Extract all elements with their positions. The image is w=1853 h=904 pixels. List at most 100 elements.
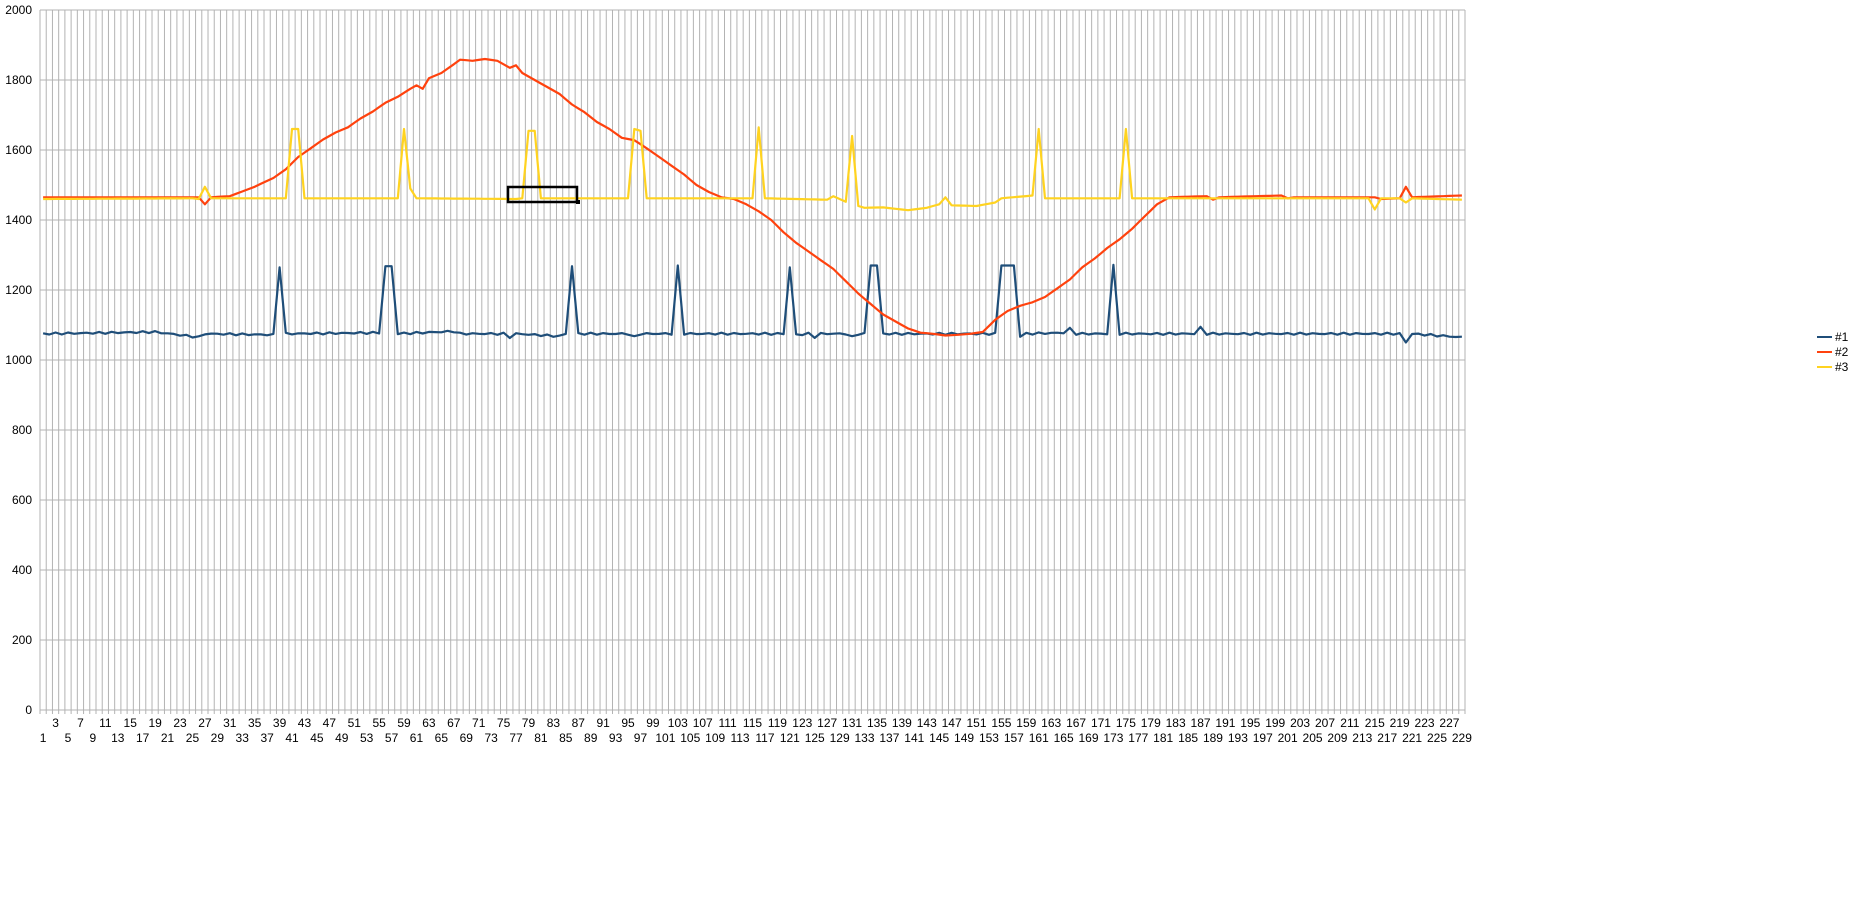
y-tick-label: 400	[12, 563, 32, 577]
x-tick-label: 113	[730, 731, 749, 745]
x-tick-label: 193	[1228, 731, 1248, 745]
x-tick-label: 147	[942, 716, 962, 730]
x-tick-label: 215	[1365, 716, 1385, 730]
x-tick-label: 107	[693, 716, 713, 730]
x-tick-label: 201	[1278, 731, 1298, 745]
x-tick-label: 19	[148, 716, 162, 730]
x-tick-label: 103	[668, 716, 688, 730]
x-tick-label: 189	[1203, 731, 1223, 745]
x-tick-label: 127	[817, 716, 837, 730]
x-tick-label: 7	[77, 716, 84, 730]
x-tick-label: 165	[1054, 731, 1074, 745]
y-tick-label: 200	[12, 633, 32, 647]
x-tick-label: 37	[260, 731, 274, 745]
x-tick-label: 13	[111, 731, 125, 745]
x-tick-label: 217	[1377, 731, 1397, 745]
legend-label-1: #1	[1835, 330, 1849, 344]
x-tick-label: 51	[348, 716, 362, 730]
x-tick-label: 15	[124, 716, 138, 730]
x-tick-label: 149	[954, 731, 974, 745]
x-tick-label: 31	[223, 716, 237, 730]
x-tick-label: 145	[929, 731, 949, 745]
selection-box[interactable]	[506, 185, 580, 204]
x-tick-label: 211	[1340, 716, 1359, 730]
x-tick-label: 141	[904, 731, 924, 745]
x-tick-label: 135	[867, 716, 887, 730]
x-tick-label: 91	[596, 716, 610, 730]
x-tick-label: 71	[472, 716, 486, 730]
x-tick-label: 183	[1166, 716, 1186, 730]
x-tick-label: 167	[1066, 716, 1086, 730]
x-tick-label: 77	[509, 731, 523, 745]
x-tick-label: 87	[572, 716, 586, 730]
x-tick-label: 169	[1079, 731, 1099, 745]
x-tick-label: 27	[198, 716, 212, 730]
x-tick-label: 205	[1303, 731, 1323, 745]
legend-label-2: #2	[1835, 345, 1849, 359]
x-tick-label: 21	[161, 731, 175, 745]
x-tick-label: 143	[917, 716, 937, 730]
x-tick-label: 35	[248, 716, 262, 730]
y-tick-label: 1600	[5, 143, 32, 157]
x-tick-label: 163	[1041, 716, 1061, 730]
x-tick-label: 187	[1191, 716, 1211, 730]
horizontal-gridlines	[40, 9, 1465, 711]
x-tick-label: 11	[99, 716, 112, 730]
x-tick-label: 9	[90, 731, 97, 745]
x-tick-label: 105	[680, 731, 700, 745]
x-tick-label: 81	[534, 731, 548, 745]
x-tick-label: 219	[1390, 716, 1410, 730]
x-tick-label: 61	[410, 731, 424, 745]
x-tick-label: 125	[805, 731, 825, 745]
x-tick-label: 227	[1439, 716, 1459, 730]
series-line-1	[42, 263, 1462, 344]
y-tick-label: 1000	[5, 353, 32, 367]
x-tick-label: 73	[484, 731, 498, 745]
x-tick-label: 39	[273, 716, 287, 730]
x-axis-tick-labels: 1357911131517192123252729313335373941434…	[40, 716, 1472, 745]
x-tick-label: 185	[1178, 731, 1198, 745]
x-tick-label: 177	[1128, 731, 1148, 745]
x-tick-label: 137	[879, 731, 899, 745]
x-tick-label: 55	[372, 716, 386, 730]
x-tick-label: 119	[768, 716, 787, 730]
x-tick-label: 23	[173, 716, 187, 730]
x-tick-label: 195	[1240, 716, 1260, 730]
x-tick-label: 181	[1153, 731, 1173, 745]
x-tick-label: 63	[422, 716, 436, 730]
x-tick-label: 93	[609, 731, 623, 745]
x-tick-label: 29	[211, 731, 225, 745]
x-tick-label: 209	[1327, 731, 1347, 745]
x-tick-label: 117	[755, 731, 774, 745]
x-tick-label: 153	[979, 731, 999, 745]
x-tick-label: 45	[310, 731, 324, 745]
y-axis-tick-labels: 0 200 400 600 800 1000 1200 1400 1600 1800 2000	[5, 3, 32, 717]
x-tick-label: 111	[718, 716, 737, 730]
x-tick-label: 67	[447, 716, 461, 730]
x-tick-label: 17	[136, 731, 150, 745]
y-tick-label: 0	[25, 703, 32, 717]
y-tick-label: 600	[12, 493, 32, 507]
x-tick-label: 151	[967, 716, 987, 730]
x-tick-label: 131	[842, 716, 862, 730]
series-line-3	[43, 126, 1462, 212]
x-tick-label: 139	[892, 716, 912, 730]
x-tick-label: 129	[830, 731, 850, 745]
x-tick-label: 53	[360, 731, 374, 745]
series-line-2	[43, 57, 1462, 337]
x-tick-label: 199	[1265, 716, 1285, 730]
y-tick-label: 800	[12, 423, 32, 437]
x-tick-label: 223	[1415, 716, 1435, 730]
x-tick-label: 65	[435, 731, 449, 745]
y-tick-label: 1400	[5, 213, 32, 227]
series-lines	[42, 57, 1462, 344]
x-tick-label: 47	[323, 716, 337, 730]
x-tick-label: 25	[186, 731, 200, 745]
x-tick-label: 97	[634, 731, 648, 745]
x-tick-label: 49	[335, 731, 349, 745]
axes	[39, 10, 1466, 714]
x-tick-label: 3	[52, 716, 59, 730]
x-tick-label: 33	[236, 731, 250, 745]
legend-label-3: #3	[1835, 360, 1849, 374]
